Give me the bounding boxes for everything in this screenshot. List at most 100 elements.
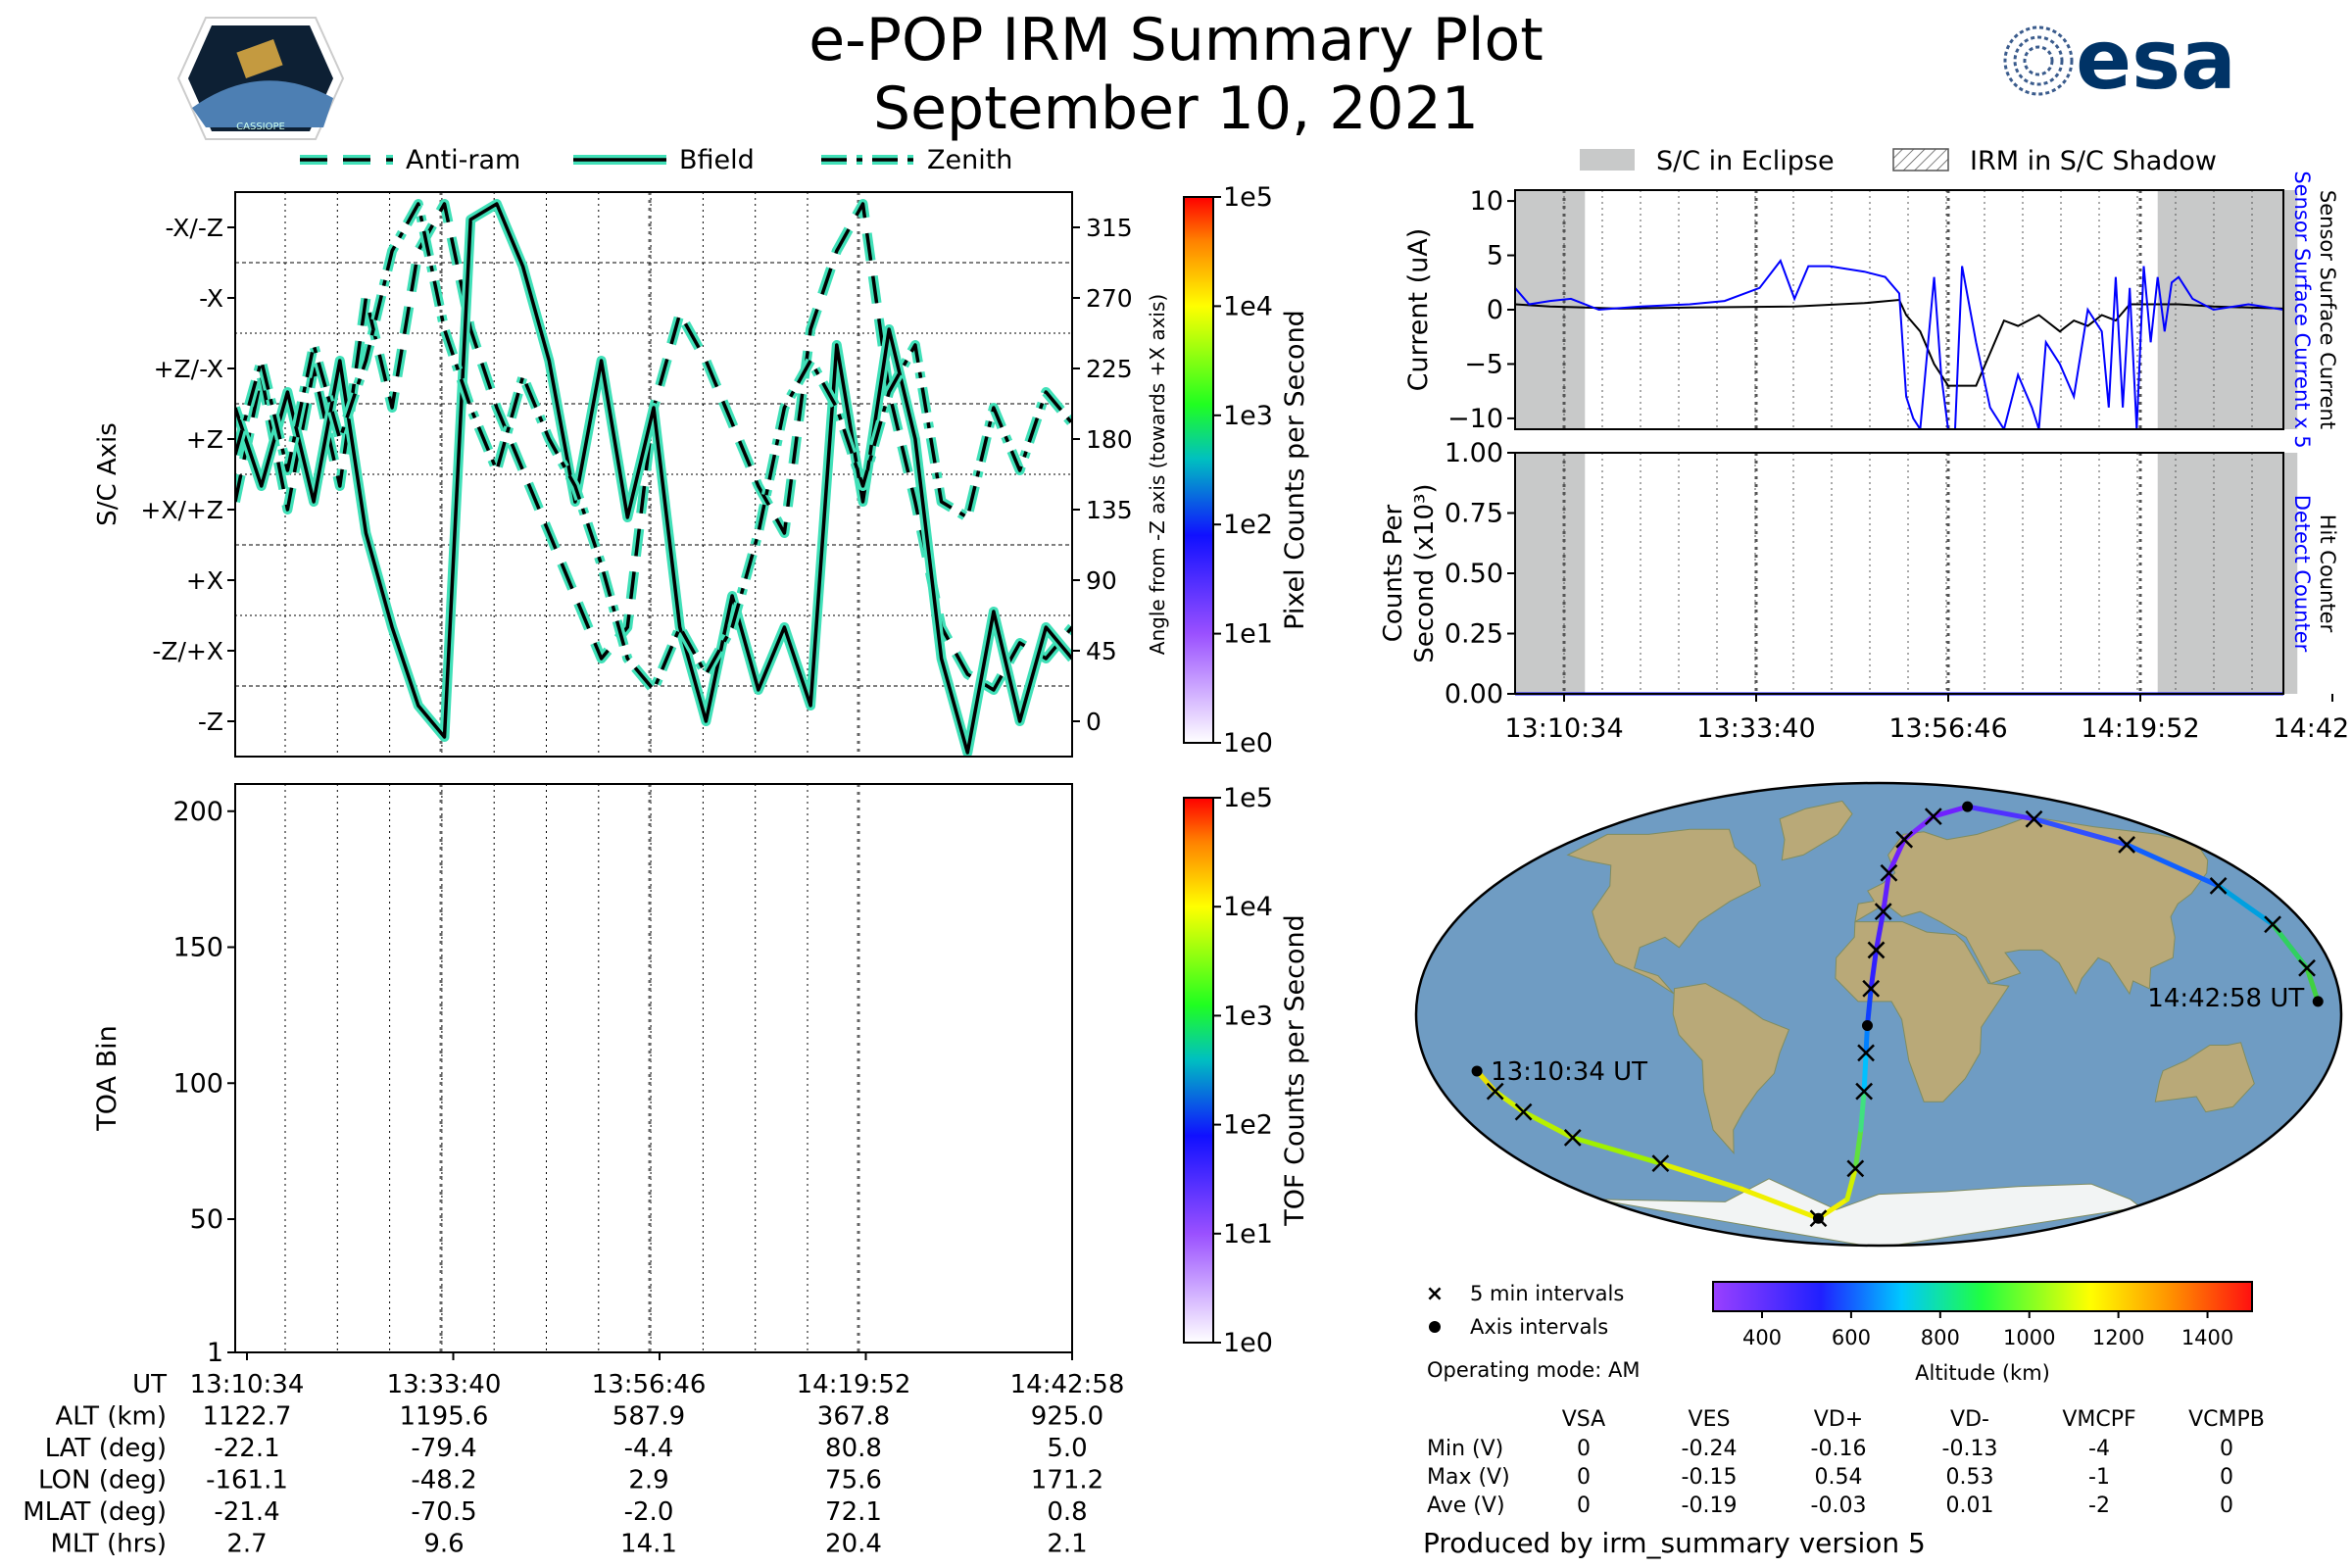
eclipse-region	[1515, 453, 1586, 694]
page-subtitle: September 10, 2021	[873, 74, 1479, 143]
track-segment	[1739, 1186, 1821, 1221]
altitude-tick-label: 1000	[2003, 1326, 2055, 1349]
interval-cross-marker	[2025, 809, 2043, 828]
counts-ylabel-line1: Counts Per	[1379, 504, 1408, 642]
axis-interval-dot	[2312, 996, 2324, 1007]
voltage-value: 0.01	[1945, 1494, 1994, 1518]
voltage-value: -1	[2088, 1465, 2110, 1490]
voltage-row-label: Max (V)	[1427, 1465, 1510, 1490]
tof-colorbar-tick-label: 1e5	[1223, 783, 1273, 813]
legend-dot-label: Axis intervals	[1470, 1315, 1608, 1339]
track-segment	[1965, 804, 2037, 822]
pixel-colorbar-label: Pixel Counts per Second	[1280, 310, 1310, 630]
altitude-colorbar: 400 600 800 1000 1200 1400 Altitude (km)	[1712, 1281, 2253, 1385]
track-segment	[1861, 1050, 1869, 1095]
interval-cross-marker	[1563, 1128, 1582, 1147]
sc-ytick-label: -X/-Z	[166, 214, 223, 242]
counts-right-label-1: Detect Counter	[2290, 495, 2314, 653]
ephemeris-row-label: MLAT (deg)	[23, 1497, 167, 1527]
voltage-row-label: Min (V)	[1427, 1437, 1504, 1461]
eclipse-legend-swatch	[1580, 149, 1635, 171]
track-segment	[1868, 947, 1879, 992]
counts-ytick-label: 1.00	[1445, 438, 1503, 468]
landmass-north-america	[1566, 828, 1761, 995]
sc-right-tick-label: 90	[1086, 566, 1117, 595]
ephemeris-value: 1195.6	[400, 1402, 489, 1432]
pixel-colorbar-tick-label: 1e0	[1223, 728, 1273, 759]
legend-label: Anti-ram	[406, 145, 520, 175]
right-xtick-label: 13:56:46	[1888, 713, 2007, 744]
right-xtick-label: 14:19:52	[2081, 713, 2199, 744]
current-right-label-2: Sensor Surface Current	[2316, 190, 2339, 429]
sc-right-tick-label: 315	[1086, 214, 1133, 242]
voltage-column-header: VCMPB	[2188, 1407, 2265, 1432]
footer-text: Produced by irm_summary version 5	[1423, 1527, 1926, 1559]
ephemeris-value: -21.4	[214, 1497, 279, 1527]
interval-cross-marker	[1486, 1082, 1504, 1101]
altitude-tick-label: 600	[1832, 1326, 1871, 1349]
counts-ytick-label: 0.25	[1445, 619, 1503, 650]
sc-ytick-label: -Z	[198, 708, 223, 736]
interval-cross-marker	[1846, 1159, 1865, 1178]
ephemeris-table: UT 13:10:34 13:33:40 13:56:46 14:19:52 14:42:…	[23, 1370, 1124, 1559]
landmass-south-america	[1672, 982, 1790, 1154]
pixel-colorbar-tick-label: 1e5	[1223, 182, 1273, 213]
sc-ylabel: S/C Axis	[93, 422, 122, 526]
axis-interval-dot	[1962, 801, 1974, 812]
sc-ytick-label: -Z/+X	[152, 637, 223, 665]
track-segment	[1931, 804, 1971, 819]
shadow-legend-label: IRM in S/C Shadow	[1970, 146, 2217, 176]
voltage-value: -0.03	[1810, 1494, 1867, 1518]
voltage-value: -4	[2088, 1437, 2110, 1461]
ephemeris-value: 2.1	[1047, 1530, 1087, 1559]
page-title: e-POP IRM Summary Plot	[808, 6, 1544, 74]
tof-colorbar-tick-label: 1e4	[1223, 892, 1273, 922]
toa-ytick-label: 1	[207, 1338, 223, 1368]
ephemeris-row-label: LON (deg)	[38, 1466, 167, 1495]
ephemeris-value: 587.9	[612, 1402, 685, 1432]
counts-right-label-2: Hit Counter	[2316, 514, 2339, 633]
sc-right-tick-label: 180	[1086, 425, 1133, 454]
voltage-value: 0	[2220, 1465, 2233, 1490]
voltage-value: 0	[1577, 1494, 1591, 1518]
track-segment	[1844, 1165, 1858, 1202]
landmass-australia	[2154, 1042, 2255, 1113]
current-ylabel: Current (uA)	[1403, 228, 1434, 392]
voltage-value: -0.13	[1941, 1437, 1998, 1461]
cassiope-logo: CASSIOPE	[176, 17, 345, 140]
ephemeris-row-label: MLT (hrs)	[51, 1530, 168, 1559]
sc-right-label: Angle from -Z axis (towards +X axis)	[1146, 294, 1169, 655]
interval-cross-marker	[1857, 1044, 1875, 1062]
series-sensor-surface-current	[1515, 298, 2283, 387]
track-segment	[1881, 870, 1891, 914]
track-segment	[2304, 965, 2321, 1004]
track-end-label: 14:42:58 UT	[2147, 984, 2304, 1013]
eclipse-region	[1515, 190, 1586, 429]
landmass-africa	[1835, 921, 2010, 1102]
altitude-tick-label: 800	[1921, 1326, 1960, 1349]
track-segment	[1858, 1089, 1867, 1133]
toa-ytick-label: 150	[172, 933, 223, 963]
current-ytick-label: 5	[1487, 241, 1503, 271]
altitude-colorbar-bar	[1712, 1281, 2253, 1312]
interval-cross-marker	[2298, 958, 2316, 977]
ground-track-map: 13:10:34 UT 14:42:58 UT	[1414, 781, 2343, 1248]
counts-ytick-label: 0.50	[1445, 559, 1503, 589]
track-start-label: 13:10:34 UT	[1491, 1057, 1647, 1087]
pixel-colorbar-tick-label: 1e4	[1223, 291, 1273, 321]
altitude-tick-label: 400	[1742, 1326, 1782, 1349]
toa-ytick-label: 50	[190, 1204, 223, 1235]
voltage-value: -2	[2088, 1494, 2110, 1518]
tof-colorbar-tick-label: 1e3	[1223, 1001, 1273, 1031]
axis-interval-dot	[1861, 1020, 1873, 1032]
legend-dot-symbol	[1429, 1321, 1441, 1333]
sc-frame	[234, 191, 1073, 758]
sc-ytick-label: +X/+Z	[140, 496, 223, 524]
counts-panel: 1.00 0.75 0.50 0.25 0.00 Counts Per Second (x1…	[1379, 438, 2352, 744]
ephemeris-value: 13:10:34	[190, 1370, 305, 1399]
interval-cross-marker	[1855, 1082, 1874, 1101]
ephemeris-value: 171.2	[1031, 1466, 1103, 1495]
voltage-value: -0.24	[1681, 1437, 1738, 1461]
ephemeris-value: 1122.7	[203, 1402, 292, 1432]
track-segment	[1852, 1127, 1864, 1171]
